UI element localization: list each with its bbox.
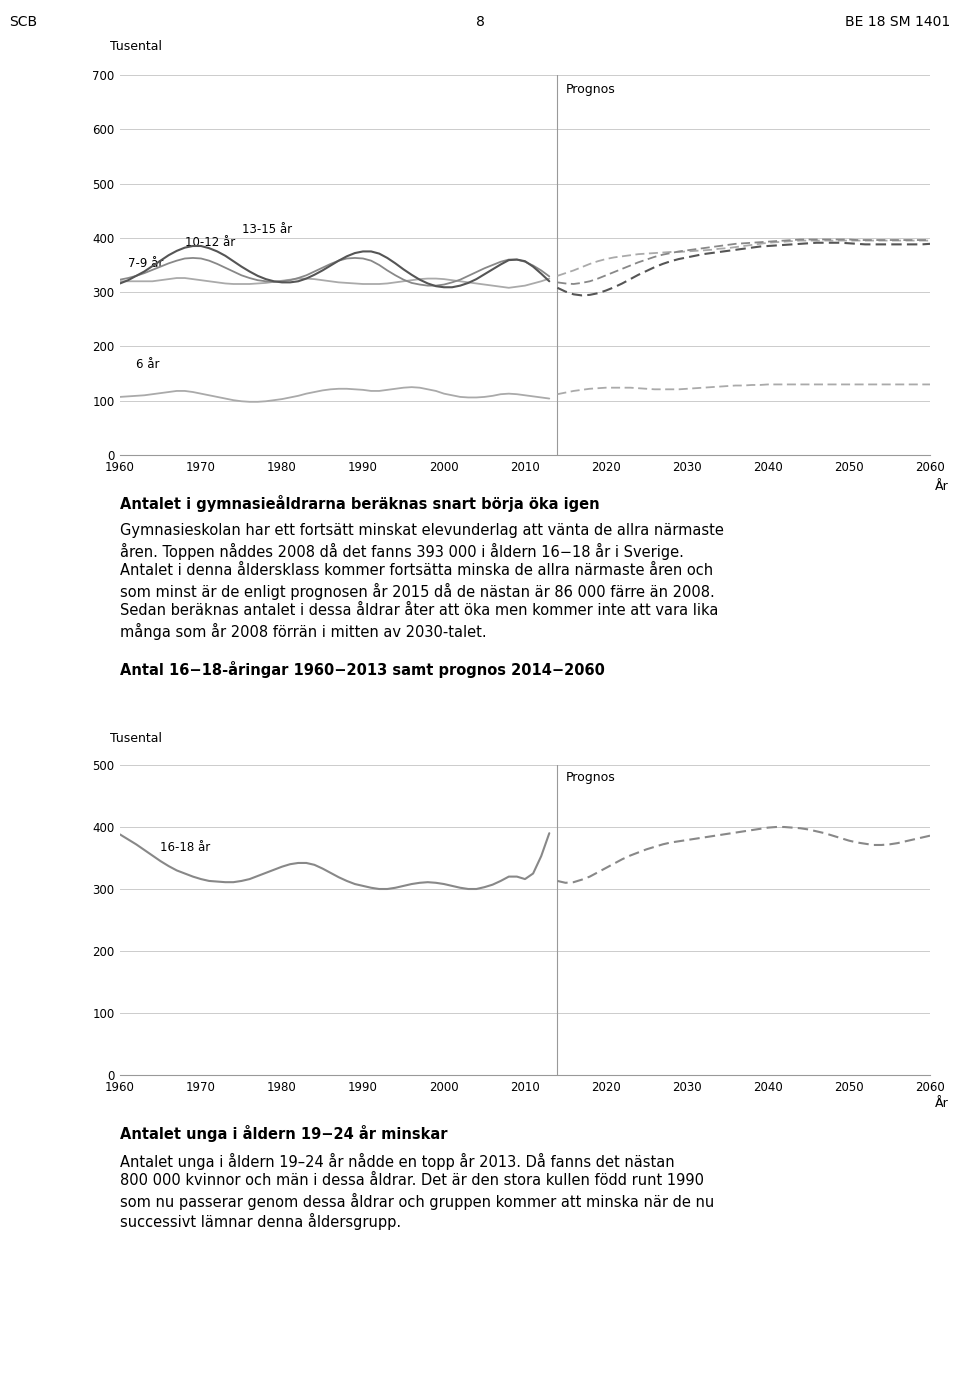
Text: 8: 8 — [475, 15, 485, 29]
Text: 7-9 år: 7-9 år — [128, 258, 163, 271]
Text: År: År — [935, 480, 948, 492]
Text: Antal 16−18-åringar 1960−2013 samt prognos 2014−2060: Antal 16−18-åringar 1960−2013 samt progn… — [120, 661, 605, 678]
Text: Prognos: Prognos — [565, 771, 615, 784]
Text: Antalet i denna åldersklass kommer fortsätta minska de allra närmaste åren och: Antalet i denna åldersklass kommer forts… — [120, 564, 713, 578]
Text: Tusental: Tusental — [110, 40, 162, 53]
Text: 16-18 år: 16-18 år — [160, 841, 211, 854]
Text: som minst är de enligt prognosen år 2015 då de nästan är 86 000 färre än 2008.: som minst är de enligt prognosen år 2015… — [120, 583, 715, 600]
Text: 13-15 år: 13-15 år — [242, 223, 292, 236]
Text: Prognos: Prognos — [565, 84, 615, 96]
Text: Sedan beräknas antalet i dessa åldrar åter att öka men kommer inte att vara lika: Sedan beräknas antalet i dessa åldrar åt… — [120, 603, 718, 618]
Text: många som år 2008 förrän i mitten av 2030-talet.: många som år 2008 förrän i mitten av 203… — [120, 624, 487, 640]
Text: 800 000 kvinnor och män i dessa åldrar. Det är den stora kullen född runt 1990: 800 000 kvinnor och män i dessa åldrar. … — [120, 1173, 704, 1189]
Text: som nu passerar genom dessa åldrar och gruppen kommer att minska när de nu: som nu passerar genom dessa åldrar och g… — [120, 1193, 714, 1209]
Text: År: År — [935, 1096, 948, 1110]
Text: successivt lämnar denna åldersgrupp.: successivt lämnar denna åldersgrupp. — [120, 1214, 401, 1230]
Text: 10-12 år: 10-12 år — [185, 236, 235, 248]
Text: SCB: SCB — [10, 15, 37, 29]
Text: Gymnasieskolan har ett fortsätt minskat elevunderlag att vänta de allra närmaste: Gymnasieskolan har ett fortsätt minskat … — [120, 523, 724, 538]
Text: Antalet unga i åldern 19–24 år nådde en topp år 2013. Då fanns det nästan: Antalet unga i åldern 19–24 år nådde en … — [120, 1154, 675, 1170]
Text: Antalet i gymnasieåldrarna beräknas snart börja öka igen: Antalet i gymnasieåldrarna beräknas snar… — [120, 495, 600, 512]
Text: Antalet unga i åldern 19−24 år minskar: Antalet unga i åldern 19−24 år minskar — [120, 1124, 447, 1143]
Text: BE 18 SM 1401: BE 18 SM 1401 — [845, 15, 950, 29]
Text: 6 år: 6 år — [136, 359, 159, 371]
Text: åren. Toppen nåddes 2008 då det fanns 393 000 i åldern 16−18 år i Sverige.: åren. Toppen nåddes 2008 då det fanns 39… — [120, 543, 684, 559]
Text: Tusental: Tusental — [110, 732, 162, 745]
